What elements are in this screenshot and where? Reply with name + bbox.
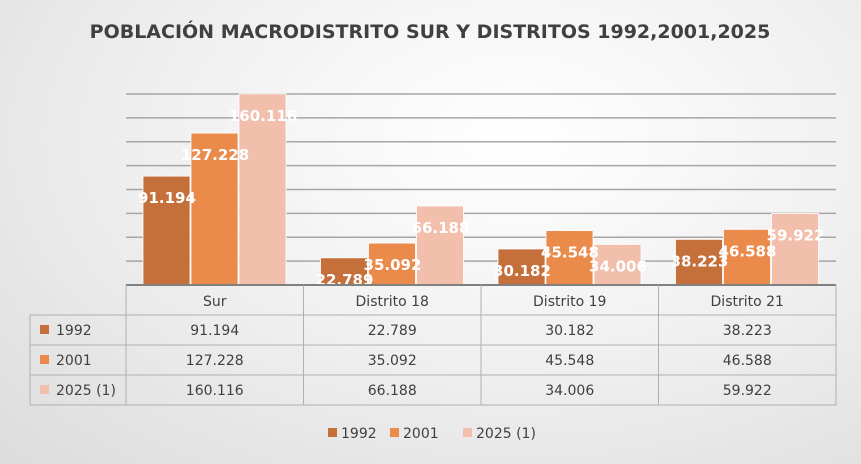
table-cell: 66.188 xyxy=(368,383,417,399)
table-header-cell: Distrito 18 xyxy=(356,294,429,310)
bar-1992-1 xyxy=(320,257,368,286)
legend-key-icon xyxy=(40,385,49,394)
data-label: 160.116 xyxy=(229,107,297,125)
data-label: 127.228 xyxy=(181,146,249,164)
table-cell: 59.922 xyxy=(723,383,772,399)
legend-label: 1992 xyxy=(341,426,377,442)
table-cell: 38.223 xyxy=(723,323,772,339)
bar-2001-2 xyxy=(545,230,594,286)
bar-20251-1 xyxy=(416,205,464,286)
bar-2001-3 xyxy=(723,228,771,286)
data-label: 59.922 xyxy=(767,226,825,244)
table-header-cell: Sur xyxy=(203,294,227,310)
legend-label: 2001 xyxy=(403,426,439,442)
table-cell: 160.116 xyxy=(186,383,244,399)
data-label: 30.182 xyxy=(493,262,551,280)
table-cell: 45.548 xyxy=(545,353,594,369)
table-row-label: 1992 xyxy=(56,323,92,339)
data-label: 46.588 xyxy=(719,242,777,260)
legend-swatch-icon xyxy=(390,428,399,437)
legend-swatch-icon xyxy=(328,428,337,437)
chart-title: POBLACIÓN MACRODISTRITO SUR Y DISTRITOS … xyxy=(90,19,771,43)
bar-20251-3 xyxy=(771,213,819,286)
bar-20251-2 xyxy=(593,244,642,286)
legend-key-icon xyxy=(40,325,49,334)
data-label: 35.092 xyxy=(364,256,422,274)
table-header-cell: Distrito 19 xyxy=(533,294,606,310)
table-row-label: 2025 (1) xyxy=(56,383,116,399)
table-cell: 35.092 xyxy=(368,353,417,369)
legend-key-icon xyxy=(40,355,49,364)
table-cell: 30.182 xyxy=(545,323,594,339)
legend-swatch-icon xyxy=(463,428,472,437)
table-cell: 91.194 xyxy=(190,323,239,339)
table-header-cell: Distrito 21 xyxy=(711,294,784,310)
bar-20251-0 xyxy=(238,93,287,286)
data-label: 45.548 xyxy=(541,244,599,262)
table-cell: 46.588 xyxy=(723,353,772,369)
legend-label: 2025 (1) xyxy=(476,426,536,442)
table-cell: 22.789 xyxy=(368,323,417,339)
table-cell: 127.228 xyxy=(186,353,244,369)
table-cell: 34.006 xyxy=(545,383,594,399)
data-label: 66.188 xyxy=(412,219,470,237)
bar-2001-0 xyxy=(190,132,239,286)
bar-2001-1 xyxy=(368,242,416,286)
data-label: 38.223 xyxy=(671,252,729,270)
data-label: 91.194 xyxy=(138,189,196,207)
bar-1992-0 xyxy=(142,175,191,286)
bar-1992-2 xyxy=(497,248,546,286)
data-label: 34.006 xyxy=(589,257,647,275)
table-row-label: 2001 xyxy=(56,353,92,369)
